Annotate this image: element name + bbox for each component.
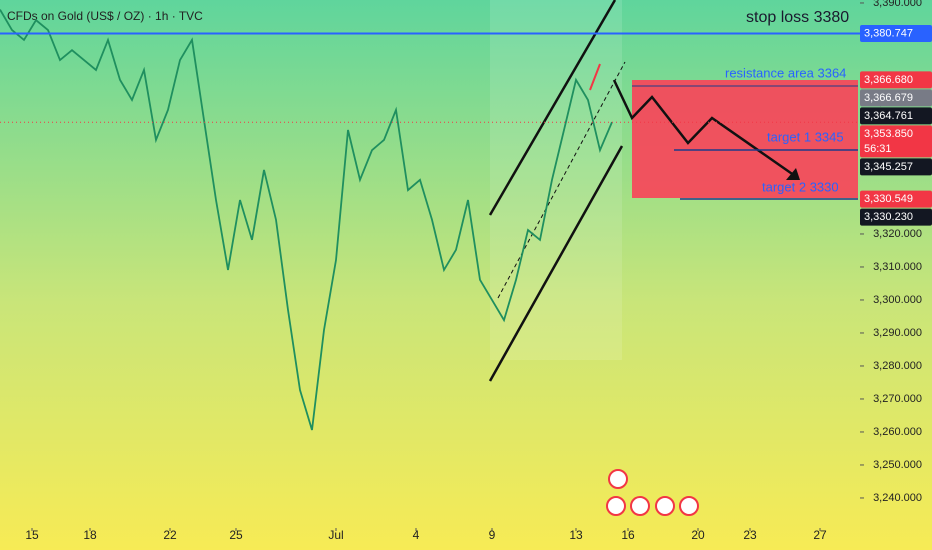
y-tick-label: 3,290.000 (873, 327, 922, 339)
event-icon (608, 469, 628, 489)
projection-arrow (786, 168, 800, 180)
y-tick-label: 3,270.000 (873, 393, 922, 405)
resistance-zone (632, 80, 858, 198)
x-tick-label: Jul (328, 528, 343, 542)
price-label-box (860, 89, 932, 107)
x-tick-label: 25 (229, 528, 243, 542)
event-icon (606, 496, 626, 516)
y-tick-label: 3,310.000 (873, 261, 922, 273)
y-tick-label: 3,240.000 (873, 492, 922, 504)
y-tick-label: 3,300.000 (873, 294, 922, 306)
x-tick-label: 27 (813, 528, 827, 542)
price-label: 3,366.679 (864, 92, 913, 104)
channel-lower (488, 145, 624, 382)
price-label-box (860, 71, 932, 89)
annotation: resistance area 3364 (725, 65, 846, 80)
x-tick-label: 9 (489, 528, 496, 542)
x-tick-label: 4 (413, 528, 420, 542)
price-label-box (860, 107, 932, 125)
price-label: 3,330.230 (864, 211, 913, 223)
price-label: 3,330.549 (864, 193, 913, 205)
countdown: 56:31 (864, 143, 892, 155)
channel-mid (497, 61, 626, 299)
event-icons (606, 469, 699, 516)
x-tick-label: 13 (569, 528, 583, 542)
price-label: 3,345.257 (864, 161, 913, 173)
x-tick-label: 22 (163, 528, 177, 542)
price-line (0, 9, 613, 431)
annotation: target 2 3330 (762, 179, 839, 194)
price-label: 3,366.680 (864, 74, 913, 86)
x-tick-label: 16 (621, 528, 635, 542)
price-label: 3,380.747 (864, 27, 913, 39)
chart-title: CFDs on Gold (US$ / OZ) · 1h · TVC (7, 9, 203, 23)
y-tick-label: 3,260.000 (873, 426, 922, 438)
x-tick-label: 23 (743, 528, 757, 542)
x-tick-label: 18 (83, 528, 97, 542)
y-tick-label: 3,280.000 (873, 360, 922, 372)
x-tick-label: 20 (691, 528, 705, 542)
channel-fill (490, 0, 622, 360)
channel-upper (488, 0, 617, 216)
price-label-box (860, 125, 932, 158)
event-icon (630, 496, 650, 516)
y-tick-label: 3,250.000 (873, 459, 922, 471)
y-tick-label: 3,320.000 (873, 228, 922, 240)
price-label-box (860, 208, 932, 226)
projection-path (612, 79, 799, 180)
x-tick-label: 15 (25, 528, 39, 542)
price-label-box (860, 158, 932, 176)
price-label: 3,364.761 (864, 110, 913, 122)
annotation: stop loss 3380 (746, 9, 849, 26)
annotation: target 1 3345 (767, 129, 844, 144)
red-stroke (589, 63, 601, 91)
event-icon (655, 496, 675, 516)
y-tick-label: 3,390.000 (873, 0, 922, 9)
price-label: 3,353.850 (864, 128, 913, 140)
price-label-box (860, 190, 932, 208)
event-icon (679, 496, 699, 516)
price-label-box (860, 25, 932, 43)
